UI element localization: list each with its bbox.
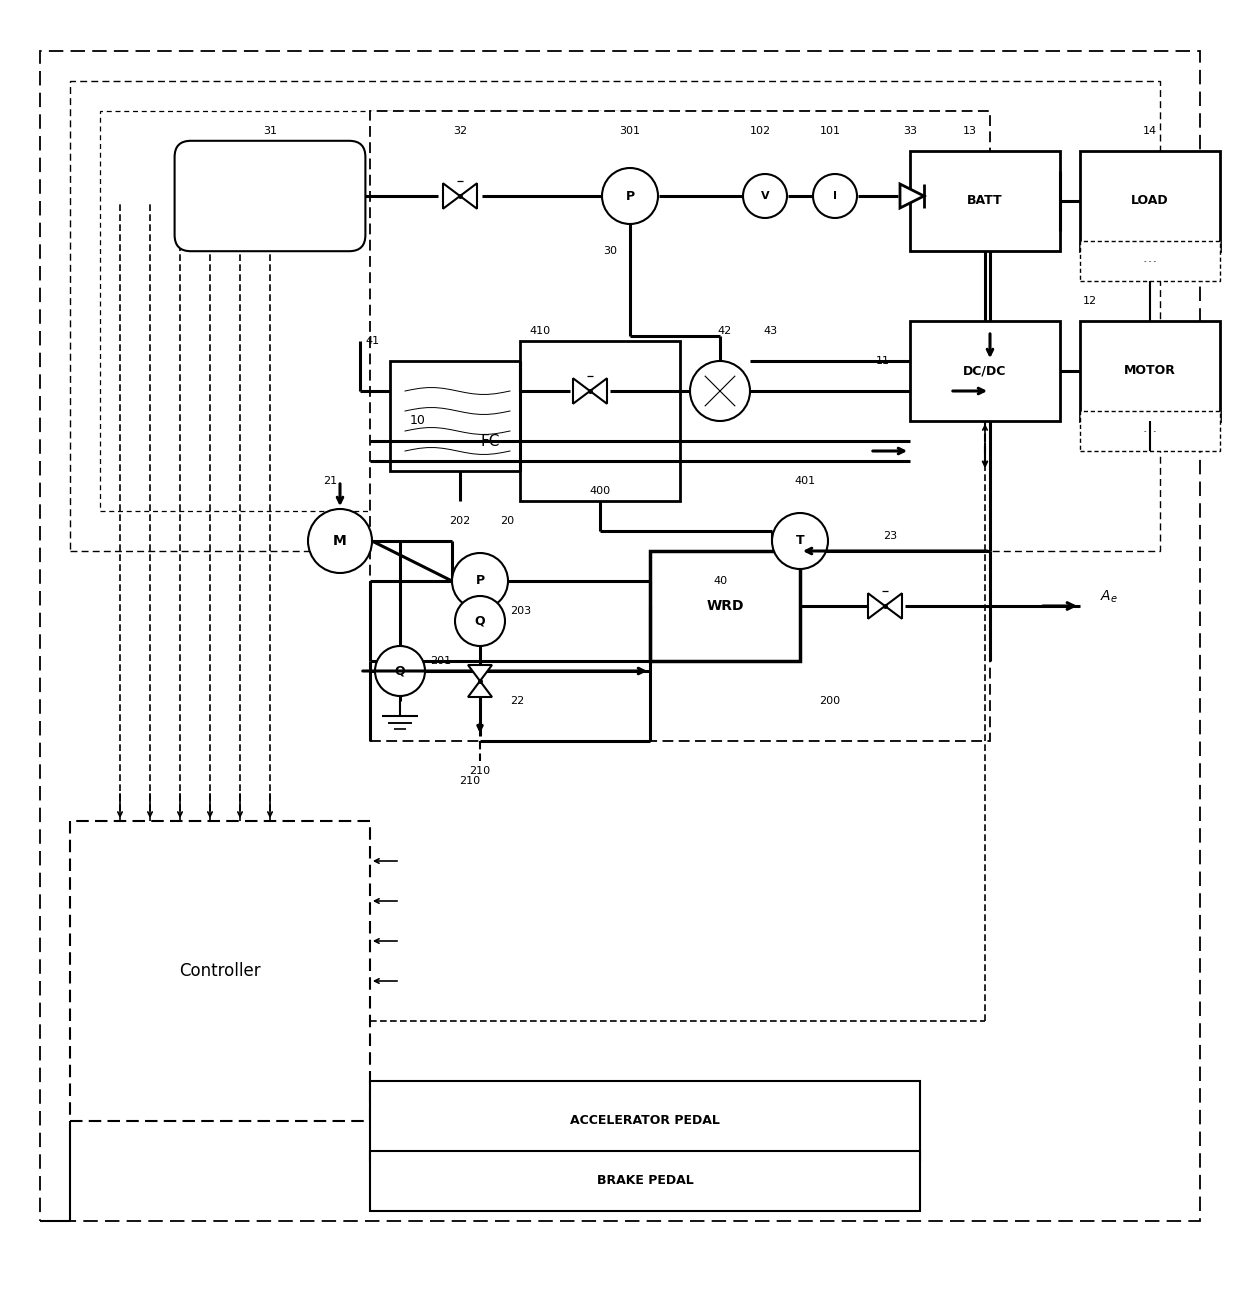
Bar (391, 361, 520, 471)
Text: 41: 41 (366, 336, 379, 346)
Text: 400: 400 (589, 486, 610, 496)
Text: FC: FC (480, 434, 500, 448)
Polygon shape (467, 665, 492, 681)
Text: P: P (625, 190, 635, 203)
Polygon shape (467, 681, 492, 697)
Text: LOAD: LOAD (1131, 194, 1169, 207)
Circle shape (689, 361, 750, 421)
Text: 40: 40 (713, 575, 727, 586)
Text: T: T (796, 535, 805, 548)
Circle shape (813, 174, 857, 217)
Text: I: I (833, 191, 837, 201)
Text: - - -: - - - (1145, 428, 1156, 434)
Text: M: M (334, 534, 347, 548)
Bar (520, 341, 680, 501)
Text: 210: 210 (460, 776, 481, 786)
Text: 13: 13 (963, 126, 977, 135)
Polygon shape (868, 594, 885, 618)
Bar (1080, 151, 1220, 251)
Text: - - -: - - - (1145, 258, 1156, 264)
Text: $A_e$: $A_e$ (1100, 589, 1117, 605)
Bar (1080, 411, 1220, 450)
Text: 10: 10 (410, 414, 425, 427)
Circle shape (453, 553, 508, 609)
Bar (370, 1151, 920, 1211)
Text: 20: 20 (500, 516, 515, 526)
Circle shape (601, 168, 658, 224)
Text: 301: 301 (620, 126, 641, 135)
Circle shape (455, 596, 505, 646)
Bar (69, 822, 370, 1121)
Polygon shape (900, 184, 924, 208)
Text: MOTOR: MOTOR (1125, 365, 1176, 378)
Text: 200: 200 (820, 697, 841, 706)
Polygon shape (590, 379, 608, 404)
Bar (1080, 241, 1220, 281)
Text: Controller: Controller (180, 962, 260, 980)
Text: 101: 101 (820, 126, 841, 135)
Text: WRD: WRD (707, 599, 744, 613)
Text: 201: 201 (430, 656, 451, 667)
Text: 210: 210 (470, 766, 491, 776)
Text: DC/DC: DC/DC (963, 365, 1007, 378)
Bar (370, 111, 990, 741)
Text: 32: 32 (453, 126, 467, 135)
Circle shape (743, 174, 787, 217)
Text: 203: 203 (510, 605, 531, 616)
Text: 22: 22 (510, 697, 525, 706)
Text: Q: Q (394, 664, 405, 677)
Text: Q: Q (475, 615, 485, 628)
Text: 33: 33 (903, 126, 918, 135)
Circle shape (773, 513, 828, 569)
Bar (650, 551, 800, 661)
Text: 102: 102 (749, 126, 770, 135)
Circle shape (374, 646, 425, 697)
Text: 14: 14 (1143, 126, 1157, 135)
Text: 21: 21 (322, 477, 337, 486)
Bar (910, 322, 1060, 421)
Text: 43: 43 (763, 326, 777, 336)
Text: BRAKE PEDAL: BRAKE PEDAL (596, 1174, 693, 1187)
Bar (370, 1081, 920, 1161)
Text: 401: 401 (795, 477, 816, 486)
Text: 23: 23 (883, 531, 897, 542)
Circle shape (308, 509, 372, 573)
Text: 410: 410 (529, 326, 551, 336)
Text: BATT: BATT (967, 194, 1003, 207)
FancyBboxPatch shape (175, 141, 366, 251)
Text: 42: 42 (718, 326, 732, 336)
Bar (910, 151, 1060, 251)
Text: 31: 31 (263, 126, 277, 135)
Bar (69, 81, 1159, 551)
Polygon shape (443, 184, 460, 208)
Polygon shape (460, 184, 477, 208)
Bar (100, 111, 820, 510)
Text: 30: 30 (603, 246, 618, 256)
Text: 11: 11 (875, 355, 890, 366)
Polygon shape (885, 594, 901, 618)
Text: 202: 202 (449, 516, 470, 526)
Text: V: V (760, 191, 769, 201)
Text: P: P (475, 574, 485, 587)
Bar (1080, 322, 1220, 421)
Text: 12: 12 (1083, 296, 1097, 306)
Polygon shape (573, 379, 590, 404)
Text: ACCELERATOR PEDAL: ACCELERATOR PEDAL (570, 1115, 720, 1128)
